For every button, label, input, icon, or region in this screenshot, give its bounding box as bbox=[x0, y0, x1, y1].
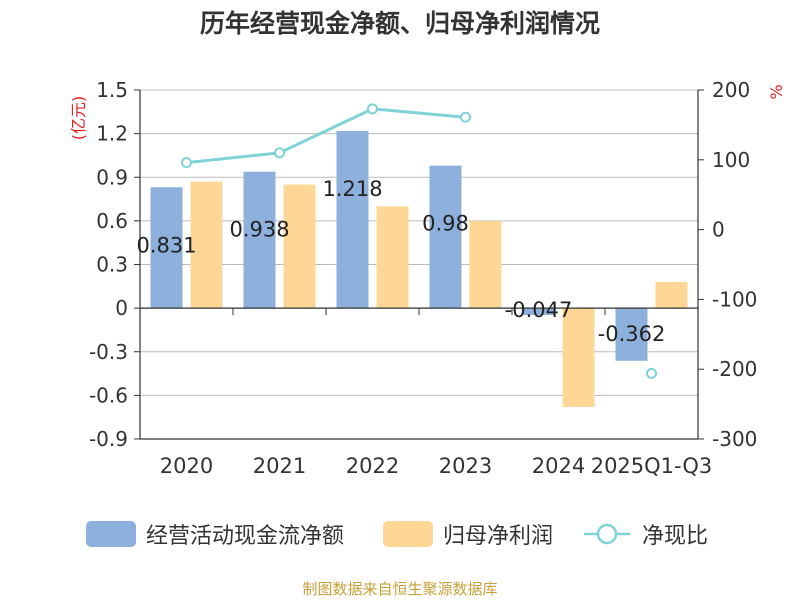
bar-profit bbox=[190, 181, 223, 309]
ratio-point bbox=[646, 367, 657, 379]
y-left-tick-label: -0.9 bbox=[89, 427, 128, 451]
legend-swatch-cash bbox=[86, 521, 136, 547]
bar-cash bbox=[150, 187, 183, 309]
y-left-tick-label: -0.3 bbox=[89, 340, 128, 364]
legend-item-profit[interactable]: 归母净利润 bbox=[383, 516, 553, 552]
y-right-tick-label: -300 bbox=[712, 427, 757, 451]
legend: 经营活动现金流净额 归母净利润 净现比 bbox=[0, 516, 800, 552]
x-tick-label: 2025Q1-Q3 bbox=[591, 454, 713, 478]
bar-cash-value-label: 0.98 bbox=[422, 212, 469, 236]
y-left-tick-label: 1.2 bbox=[96, 122, 128, 146]
y-right-tick-label: -100 bbox=[712, 287, 757, 311]
y-left-unit: (亿元) bbox=[69, 96, 88, 141]
y-left-tick-label: 0.3 bbox=[96, 253, 128, 277]
bar-cash-value-label: 1.218 bbox=[322, 177, 382, 201]
bar-cash bbox=[615, 308, 648, 361]
bar-cash bbox=[243, 171, 276, 309]
bar-cash bbox=[522, 308, 555, 315]
x-tick-label: 2020 bbox=[160, 454, 213, 478]
bar-cash-value-label: 0.938 bbox=[229, 218, 289, 242]
y-right-tick-label: 0 bbox=[712, 218, 725, 242]
ratio-line bbox=[186, 107, 466, 165]
y-right-tick-label: 100 bbox=[712, 148, 750, 172]
bar-cash-value-label: -0.362 bbox=[598, 322, 666, 346]
y-left-tick-label: 0.9 bbox=[96, 165, 128, 189]
legend-swatch-profit bbox=[383, 521, 433, 547]
ratio-point bbox=[460, 111, 471, 123]
legend-item-cash[interactable]: 经营活动现金流净额 bbox=[86, 516, 344, 552]
bar-profit bbox=[469, 220, 502, 309]
legend-item-ratio[interactable]: 净现比 bbox=[582, 516, 708, 552]
ratio-point bbox=[181, 157, 192, 169]
ratio-point bbox=[274, 147, 285, 159]
bar-profit bbox=[283, 184, 316, 309]
x-tick-label: 2023 bbox=[439, 454, 492, 478]
bar-profit bbox=[655, 281, 688, 309]
bar-cash-value-label: 0.831 bbox=[136, 233, 196, 257]
y-right-unit: % bbox=[767, 84, 786, 99]
y-right-tick-label: 200 bbox=[712, 78, 750, 102]
y-right-tick-label: -200 bbox=[712, 357, 757, 381]
bar-cash bbox=[429, 165, 462, 309]
bar-profit bbox=[562, 308, 595, 408]
y-left-tick-label: -0.6 bbox=[89, 383, 128, 407]
x-tick-label: 2022 bbox=[346, 454, 399, 478]
chart-title: 历年经营现金净额、归母净利润情况 bbox=[199, 9, 600, 38]
bar-cash-value-label: -0.047 bbox=[505, 298, 573, 322]
y-left-tick-label: 0 bbox=[115, 296, 128, 320]
x-tick-label: 2021 bbox=[253, 454, 306, 478]
ratio-point bbox=[367, 103, 378, 115]
bar-cash bbox=[336, 131, 369, 309]
bar-profit bbox=[376, 206, 409, 309]
legend-swatch-ratio bbox=[582, 521, 632, 547]
x-tick-label: 2024 bbox=[532, 454, 585, 478]
legend-label-ratio: 净现比 bbox=[642, 524, 709, 549]
y-left-tick-label: 1.5 bbox=[96, 78, 128, 102]
legend-label-cash: 经营活动现金流净额 bbox=[146, 524, 345, 549]
y-left-tick-label: 0.6 bbox=[96, 209, 128, 233]
data-source-note: 制图数据来自恒生聚源数据库 bbox=[302, 580, 498, 598]
legend-label-profit: 归母净利润 bbox=[443, 524, 554, 549]
